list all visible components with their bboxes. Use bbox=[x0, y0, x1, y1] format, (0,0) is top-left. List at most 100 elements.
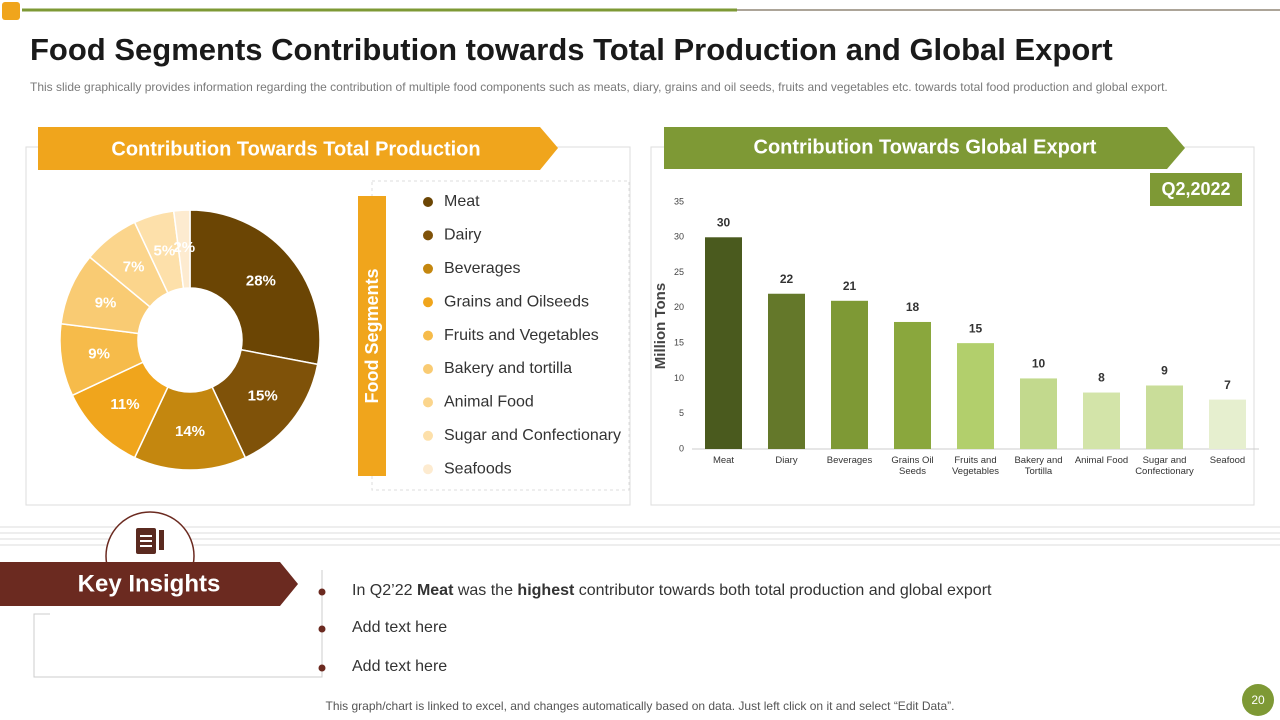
insight-text: In Q2’22 bbox=[352, 582, 417, 599]
y-tick-label: 35 bbox=[674, 196, 684, 206]
bar bbox=[768, 293, 805, 449]
legend-marker bbox=[423, 297, 433, 308]
footer: This graph/chart is linked to excel, and… bbox=[325, 699, 955, 713]
data-label: 28% bbox=[246, 272, 276, 289]
data-label: 9% bbox=[88, 345, 110, 362]
y-tick-label: 10 bbox=[674, 373, 684, 383]
y-tick-label: 0 bbox=[679, 443, 684, 453]
bracket bbox=[33, 570, 323, 678]
y-tick-label: 25 bbox=[674, 267, 684, 277]
page-badge bbox=[1242, 684, 1274, 716]
x-tick-label: Seafood bbox=[1209, 455, 1246, 466]
badge bbox=[1150, 173, 1242, 206]
logo bbox=[2, 2, 20, 20]
y-tick-label: 20 bbox=[674, 302, 684, 312]
data-label: 18 bbox=[906, 300, 920, 314]
data-label: 7% bbox=[123, 258, 145, 275]
bar bbox=[1083, 392, 1120, 449]
x-tick-label: Fruits and Vegetables bbox=[951, 455, 999, 477]
pie-slice bbox=[133, 386, 247, 471]
panel-title: Contribution Towards Global Export bbox=[754, 136, 1097, 158]
x-tick-label: Bakery and Tortilla bbox=[1014, 455, 1063, 477]
x-tick-label: Grains Oil Seeds bbox=[891, 455, 934, 477]
panel-header bbox=[38, 127, 558, 170]
pie-slice bbox=[172, 209, 191, 290]
slide-subtitle: This slide graphically provides informat… bbox=[30, 80, 1168, 94]
legend-marker bbox=[423, 330, 433, 341]
x-tick-label: Diary bbox=[775, 455, 798, 466]
insight: In Q2’22 Meat was the highest contributo… bbox=[352, 582, 991, 600]
insight-text: highest bbox=[517, 582, 575, 599]
bar bbox=[1146, 385, 1183, 449]
insights-title: Key Insights bbox=[78, 570, 221, 597]
data-label: 11% bbox=[110, 396, 139, 413]
legend-title: Food Segments bbox=[362, 268, 382, 403]
legend-label: Dairy bbox=[444, 227, 481, 244]
pie-slice bbox=[189, 209, 321, 366]
legend-label: Meat bbox=[444, 193, 480, 210]
x-tick-label: Sugar and Confectionary bbox=[1135, 455, 1194, 477]
legend-label: Seafoods bbox=[444, 460, 512, 477]
data-label: 15 bbox=[969, 321, 983, 335]
x-tick-label: Animal Food bbox=[1074, 455, 1129, 466]
insight-text: was the bbox=[453, 582, 518, 599]
bar bbox=[1020, 378, 1057, 449]
y-axis-label: Million Tons bbox=[652, 283, 669, 369]
insight-text: Add text here bbox=[352, 619, 448, 636]
legend-label: Fruits and Vegetables bbox=[444, 327, 599, 344]
insights-banner bbox=[0, 562, 298, 606]
insight-text: Meat bbox=[416, 582, 454, 599]
legend-marker bbox=[423, 197, 433, 207]
y-tick-label: 30 bbox=[674, 232, 684, 242]
badge-text: Q2,2022 bbox=[1161, 179, 1230, 199]
data-label: 8 bbox=[1098, 371, 1105, 385]
data-label: 7 bbox=[1224, 378, 1231, 392]
legend-marker bbox=[423, 263, 433, 274]
insight-text: contributor towards both total productio… bbox=[574, 582, 992, 599]
legend-label: Bakery and tortilla bbox=[444, 360, 572, 377]
bar bbox=[1209, 399, 1246, 449]
panel-header bbox=[664, 127, 1185, 169]
legend-marker bbox=[423, 397, 433, 408]
notepad-icon bbox=[136, 528, 164, 554]
insight: Add text here bbox=[352, 658, 447, 676]
data-label: 22 bbox=[780, 272, 794, 286]
stripes bbox=[0, 526, 1280, 546]
insight-text: Add text here bbox=[352, 658, 448, 675]
data-label: 10 bbox=[1032, 357, 1046, 371]
data-label: 9 bbox=[1161, 364, 1168, 378]
bar bbox=[894, 321, 931, 449]
x-tick-label: Meat bbox=[712, 455, 735, 466]
bullet bbox=[318, 625, 326, 633]
legend-box bbox=[371, 180, 630, 491]
legend-marker bbox=[423, 430, 433, 441]
bullet bbox=[318, 588, 326, 596]
insight: Add text here bbox=[352, 619, 447, 637]
legend-marker bbox=[423, 464, 433, 475]
legend-marker bbox=[423, 230, 433, 241]
bar bbox=[957, 343, 994, 449]
slide-title: Food Segments Contribution towards Total… bbox=[30, 32, 1113, 67]
data-label: 15% bbox=[248, 387, 278, 404]
bar bbox=[705, 237, 742, 449]
legend-label: Animal Food bbox=[444, 394, 534, 411]
data-label: 2% bbox=[173, 239, 195, 256]
x-tick-label: Beverages bbox=[826, 455, 873, 466]
bar bbox=[831, 300, 868, 449]
data-label: 5% bbox=[153, 243, 175, 260]
legend-bar bbox=[358, 196, 386, 476]
data-label: 30 bbox=[717, 215, 731, 229]
y-tick-label: 15 bbox=[674, 338, 684, 348]
legend-label: Sugar and Confectionary bbox=[444, 427, 621, 444]
data-label: 14% bbox=[175, 423, 205, 440]
page-number: 20 bbox=[1251, 693, 1265, 707]
bullet bbox=[318, 664, 326, 672]
legend-label: Grains and Oilseeds bbox=[444, 293, 589, 310]
data-label: 9% bbox=[95, 294, 117, 311]
legend-marker bbox=[423, 364, 433, 374]
y-tick-label: 5 bbox=[679, 408, 684, 418]
data-label: 21 bbox=[843, 279, 857, 293]
legend-label: Beverages bbox=[444, 260, 521, 277]
